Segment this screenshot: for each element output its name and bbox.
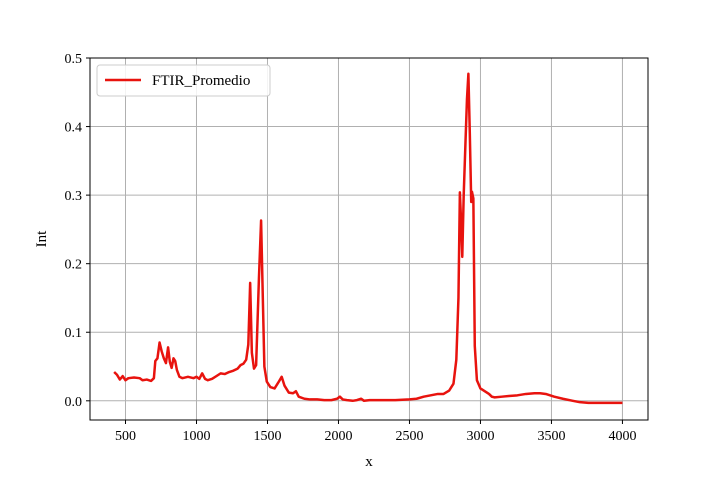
y-axis: 0.0 0.1 0.2 0.3 0.4 0.5 [65, 52, 90, 410]
x-tick-label: 2000 [324, 429, 352, 444]
x-tick-label: 3000 [466, 429, 494, 444]
y-tick-label: 0.2 [65, 258, 83, 273]
legend-box [96, 64, 271, 97]
x-tick-label: 1500 [253, 429, 281, 444]
y-tick-label: 0.1 [65, 326, 83, 341]
y-tick-label: 0.3 [65, 189, 83, 204]
x-tick-label: 4000 [608, 429, 636, 444]
x-tick-label: 3500 [537, 429, 565, 444]
legend: FTIR_Promedio [96, 64, 271, 97]
series-line [113, 72, 623, 405]
x-tick-label: 500 [115, 429, 136, 444]
x-tick-label: 1000 [182, 429, 210, 444]
y-tick-label: 0.0 [65, 395, 83, 410]
x-axis: 500 1000 1500 2000 2500 3000 3500 4000 [115, 420, 636, 444]
series-layer [113, 72, 623, 405]
legend-label: FTIR_Promedio [152, 73, 250, 89]
y-tick-label: 0.4 [65, 121, 83, 136]
y-tick-label: 0.5 [65, 52, 83, 67]
x-tick-label: 2500 [395, 429, 423, 444]
grid-lines [90, 57, 648, 420]
x-axis-label: x [365, 454, 373, 470]
plot-frame [89, 57, 649, 421]
y-axis-label: Int [34, 230, 50, 247]
